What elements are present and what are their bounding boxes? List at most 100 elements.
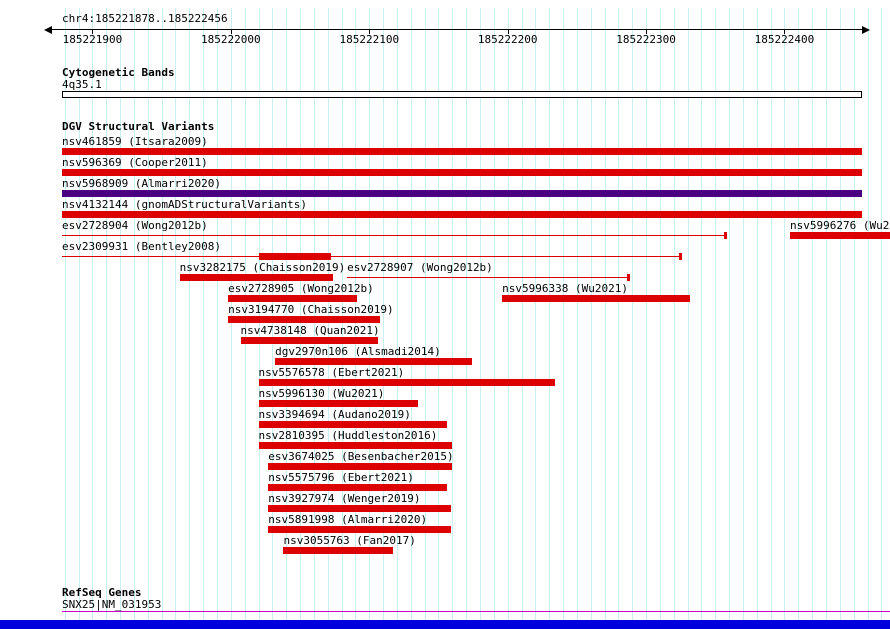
gridline (452, 8, 454, 620)
variant-bar[interactable] (62, 211, 862, 218)
gridline (410, 8, 412, 620)
variant-label[interactable]: nsv5968909 (Almarri2020) (62, 177, 221, 190)
variant-bar[interactable] (228, 295, 357, 302)
gridline (618, 8, 620, 620)
gridline (798, 8, 800, 620)
ruler-tick-label: 185222100 (339, 33, 400, 46)
variant-bar[interactable] (179, 274, 334, 281)
gridline (729, 8, 731, 620)
variant-line[interactable] (347, 277, 630, 278)
gridline (217, 8, 219, 620)
cytoband-track (62, 91, 862, 98)
ruler-tick-label: 185222200 (477, 33, 538, 46)
gridline (590, 8, 592, 620)
variant-bar[interactable] (62, 148, 862, 155)
variant-label[interactable]: nsv2810395 (Huddleston2016) (258, 429, 438, 442)
variant-bar[interactable] (258, 421, 447, 428)
ruler-tick (230, 29, 232, 34)
variant-label[interactable]: nsv3394694 (Audano2019) (258, 408, 411, 421)
variant-label[interactable]: nsv3194770 (Chaisson2019) (228, 303, 394, 316)
variant-label[interactable]: nsv461859 (Itsara2009) (62, 135, 208, 148)
variant-label[interactable]: nsv3055763 (Fan2017) (283, 534, 416, 547)
gridline (742, 8, 744, 620)
ruler-tick-label: 185221900 (62, 33, 123, 46)
variant-bar[interactable] (240, 337, 378, 344)
gridline (701, 8, 703, 620)
variant-label[interactable]: esv2728904 (Wong2012b) (62, 219, 208, 232)
variant-bar[interactable] (275, 358, 472, 365)
variant-end-tick (724, 232, 728, 239)
ruler-tick (92, 29, 94, 34)
variant-label[interactable]: nsv4738148 (Quan2021) (240, 324, 380, 337)
gridline (133, 8, 135, 620)
variant-bar[interactable] (258, 400, 418, 407)
variant-bar[interactable] (268, 484, 447, 491)
variant-label[interactable]: dgv2970n106 (Alsmadi2014) (275, 345, 441, 358)
variant-label[interactable]: nsv596369 (Cooper2011) (62, 156, 208, 169)
variant-bar[interactable] (790, 232, 890, 239)
gridline (438, 8, 440, 620)
gridline (715, 8, 717, 620)
variant-label[interactable]: nsv5996130 (Wu2021) (258, 387, 385, 400)
gridline (424, 8, 426, 620)
gridline (120, 8, 122, 620)
gridline (383, 8, 385, 620)
variant-bar[interactable] (502, 295, 691, 302)
ruler-tick (369, 29, 371, 34)
variant-label[interactable]: nsv5996338 (Wu2021) (502, 282, 628, 295)
gridline (147, 8, 149, 620)
variant-label[interactable]: nsv4132144 (gnomADStructuralVariants) (62, 198, 308, 211)
gridline (479, 8, 481, 620)
gridline (175, 8, 177, 620)
variant-label[interactable]: nsv5891998 (Almarri2020) (268, 513, 428, 526)
gridline (867, 8, 869, 620)
gridline (826, 8, 827, 620)
variant-bar[interactable] (268, 505, 451, 512)
variant-bar[interactable] (258, 442, 453, 449)
variant-label[interactable]: esv2309931 (Bentley2008) (62, 240, 221, 253)
variant-label[interactable]: esv2728905 (Wong2012b) (228, 282, 374, 295)
variant-bar[interactable] (228, 316, 381, 323)
gridline (646, 8, 648, 620)
variant-line[interactable] (62, 235, 727, 236)
variant-end-tick (678, 253, 682, 260)
gridline (770, 8, 772, 620)
variant-label[interactable]: nsv3927974 (Wenger2019) (268, 492, 421, 505)
gridline (327, 8, 329, 620)
gridline (507, 8, 509, 620)
region-position-label: chr4:185221878..185222456 (62, 12, 228, 25)
cytogenetic-bands-title: Cytogenetic Bands (62, 66, 175, 79)
variant-label[interactable]: nsv5996276 (Wu2021) (790, 219, 890, 232)
gridline (341, 8, 343, 620)
variant-thick-segment[interactable] (258, 253, 331, 260)
variant-bar[interactable] (283, 547, 393, 554)
gridline (244, 8, 246, 620)
variant-bar[interactable] (268, 463, 453, 470)
gridline (161, 8, 163, 620)
ruler-tick (507, 29, 509, 34)
bottom-blue-bar (0, 620, 890, 629)
gridline (300, 8, 302, 620)
refseq-genes-title: RefSeq Genes (62, 586, 142, 599)
variant-bar[interactable] (62, 190, 862, 197)
refseq-gene-line[interactable] (62, 611, 890, 612)
ruler-tick-label: 185222300 (616, 33, 676, 46)
ruler-tick-label: 185222000 (201, 33, 261, 46)
gridline (64, 8, 66, 620)
gridline (535, 8, 537, 620)
gridline (396, 8, 398, 620)
gridline (203, 8, 205, 620)
variant-label[interactable]: nsv5576578 (Ebert2021) (258, 366, 405, 379)
gridline (881, 8, 883, 620)
variant-bar[interactable] (62, 169, 862, 176)
gridline (673, 8, 675, 620)
variant-bar[interactable] (268, 526, 451, 533)
variant-label[interactable]: esv3674025 (Besenbacher2015) (268, 450, 454, 463)
variant-bar[interactable] (258, 379, 555, 386)
ruler-left-arrow-icon (44, 26, 52, 34)
variant-label[interactable]: nsv5575796 (Ebert2021) (268, 471, 414, 484)
variant-label[interactable]: nsv3282175 (Chaisson2019) (179, 261, 346, 274)
gridline (604, 8, 606, 620)
variant-label[interactable]: esv2728907 (Wong2012b) (347, 261, 493, 274)
variant-line[interactable] (62, 256, 681, 257)
